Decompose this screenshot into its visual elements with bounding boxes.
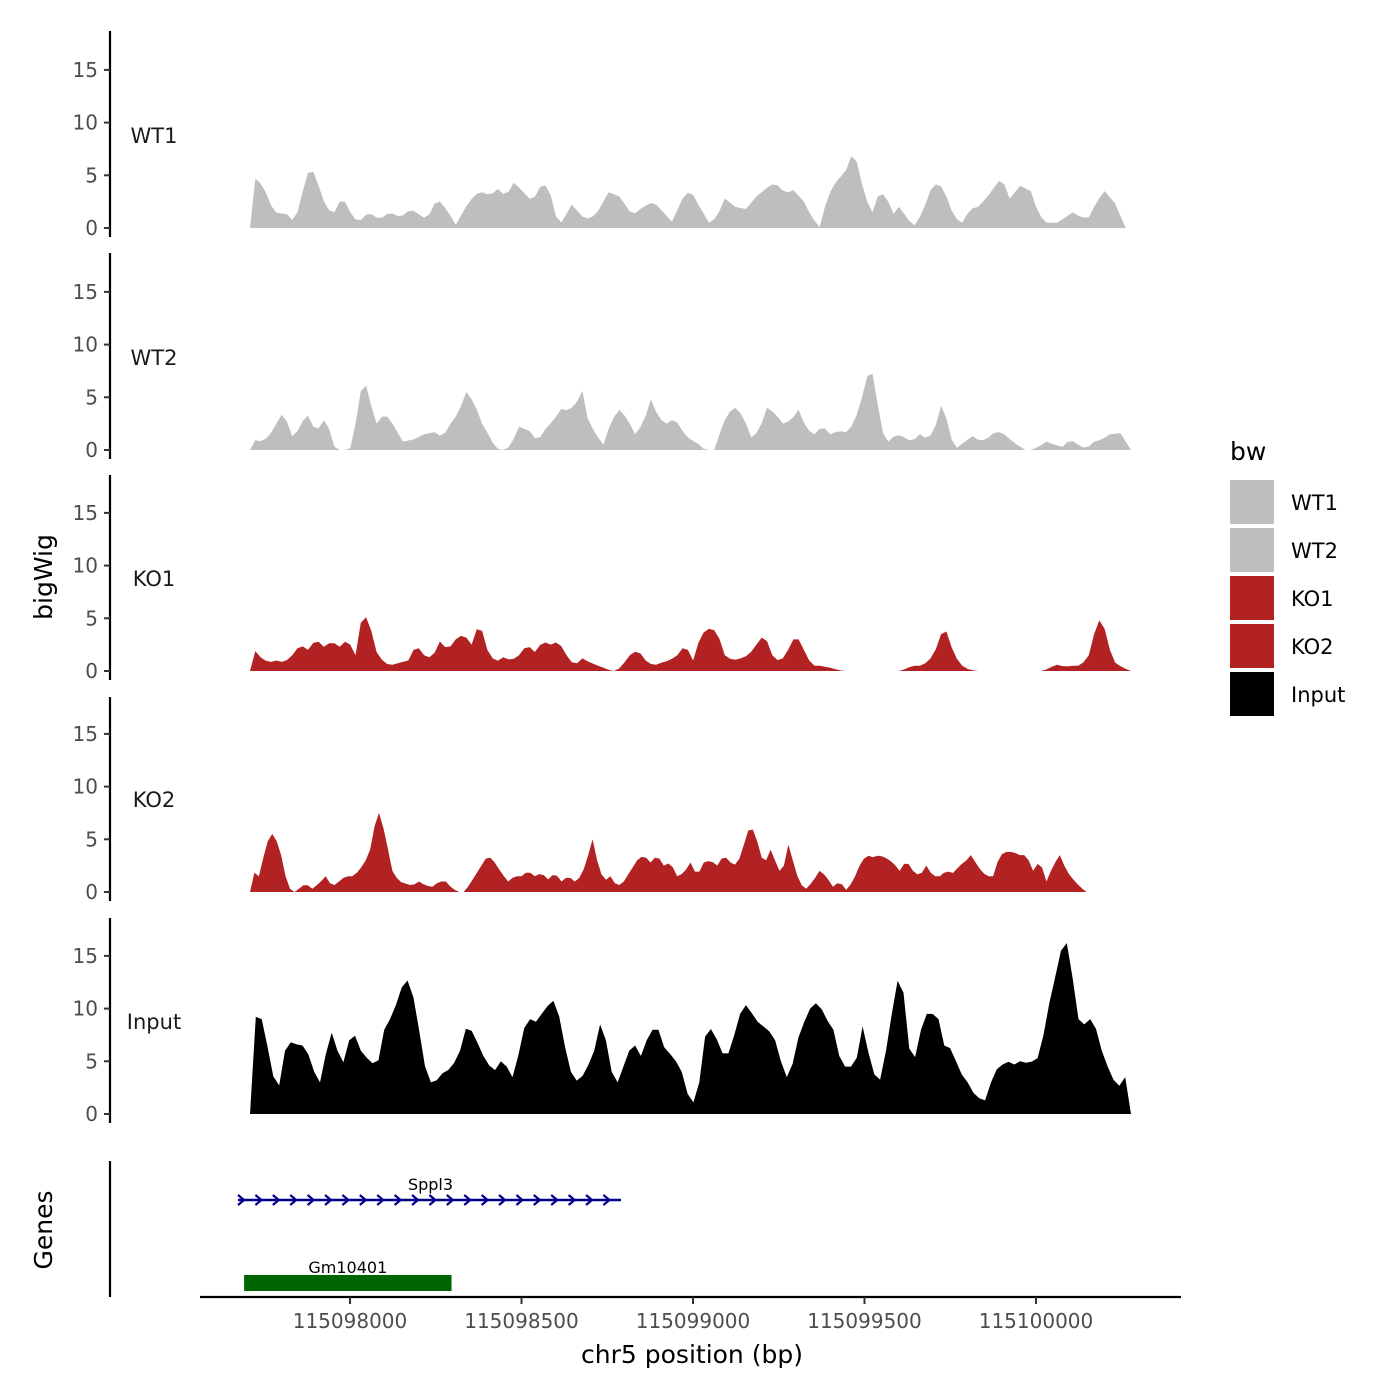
strand-arrow: [585, 1194, 594, 1206]
strand-arrow: [272, 1194, 281, 1206]
strand-arrow: [306, 1194, 316, 1206]
y-tick-label: 10: [73, 997, 98, 1021]
strand-arrow: [550, 1194, 559, 1206]
track-wt2: 0 5 10 15 WT2: [73, 253, 1131, 462]
y-tick-label: 10: [73, 111, 98, 135]
y-tick-label: 15: [73, 58, 98, 82]
strand-arrow: [376, 1194, 385, 1206]
y-tick-label: 15: [73, 280, 98, 304]
strand-arrow: [289, 1194, 298, 1206]
x-axis: 115098000 115098500 115099000 115099500 1151…: [200, 1295, 1181, 1333]
gene-body-gm10401: [244, 1275, 452, 1291]
x-tick-label: 115098000: [293, 1309, 408, 1333]
x-tick-label: 115099500: [807, 1309, 922, 1333]
y-tick-label: 5: [85, 385, 98, 409]
legend-label-wt1: WT1: [1291, 491, 1338, 515]
genes-axis-title: Genes: [29, 1190, 58, 1269]
track-label: Input: [127, 1010, 181, 1034]
y-tick-label: 15: [73, 944, 98, 968]
y-tick-label: 10: [73, 775, 98, 799]
strand-arrow: [428, 1194, 438, 1206]
track-wt1: 0 5 10 15 WT1: [73, 31, 1131, 240]
track-label: WT1: [131, 124, 178, 148]
gene-label-sppl3: Sppl3: [408, 1175, 453, 1194]
coverage-area-wt2: [250, 373, 1131, 450]
y-tick-label: 0: [85, 1102, 98, 1126]
legend-key-wt1: [1230, 480, 1274, 524]
y-tick-label: 0: [85, 438, 98, 462]
legend-label-wt2: WT2: [1291, 539, 1338, 563]
legend-title: bw: [1230, 437, 1266, 466]
strand-arrow: [533, 1194, 542, 1206]
strand-arrow: [359, 1194, 368, 1206]
y-tick-label: 0: [85, 659, 98, 683]
x-tick-label: 115100000: [979, 1309, 1094, 1333]
strand-arrow: [324, 1194, 333, 1206]
y-tick-label: 5: [85, 1049, 98, 1073]
track-ko2: 0 5 10 15 KO2: [73, 697, 1131, 904]
genes-panel: Sppl3 Gm10401: [108, 1161, 621, 1297]
x-axis-title: chr5 position (bp): [581, 1340, 803, 1369]
legend-label-input: Input: [1291, 683, 1345, 707]
strand-arrow: [254, 1194, 264, 1206]
coverage-area-ko2: [250, 812, 1131, 892]
strand-arrow: [446, 1194, 455, 1206]
strand-arrow: [341, 1194, 351, 1206]
strand-arrow: [237, 1194, 246, 1206]
y-tick-label: 15: [73, 722, 98, 746]
track-ko1: 0 5 10 15 KO1: [73, 475, 1131, 683]
track-input: 0 5 10 15 Input: [73, 918, 1131, 1126]
legend-key-input: [1230, 672, 1274, 716]
strand-arrow: [498, 1194, 507, 1206]
strand-arrow: [567, 1194, 577, 1206]
coverage-area-input: [250, 943, 1131, 1114]
y-tick-label: 5: [85, 827, 98, 851]
gene-label-gm10401: Gm10401: [308, 1258, 387, 1277]
legend-label-ko2: KO2: [1291, 635, 1334, 659]
legend: bw WT1 WT2 KO1 KO2 Input: [1230, 437, 1345, 716]
track-label: KO2: [133, 788, 176, 812]
y-tick-label: 0: [85, 880, 98, 904]
y-tick-label: 5: [85, 606, 98, 630]
strand-arrow: [463, 1194, 472, 1206]
y-tick-label: 5: [85, 163, 98, 187]
y-tick-label: 10: [73, 333, 98, 357]
tracks-layer: 0 5 10 15 WT1 0 5 10 15 WT2 0 5 10 15 KO1 0 5 10 15 KO2 0 5 10…: [73, 31, 1131, 1126]
strand-arrow: [393, 1194, 403, 1206]
y-tick-label: 10: [73, 554, 98, 578]
coverage-area-ko1: [250, 617, 1131, 671]
legend-key-ko2: [1230, 624, 1274, 668]
legend-key-wt2: [1230, 528, 1274, 572]
x-tick-label: 115099000: [636, 1309, 751, 1333]
y-axis-title: bigWig: [29, 534, 58, 620]
strand-arrow: [480, 1194, 490, 1206]
coverage-area-wt1: [250, 156, 1131, 228]
legend-key-ko1: [1230, 576, 1274, 620]
legend-label-ko1: KO1: [1291, 587, 1334, 611]
track-label: KO1: [133, 567, 176, 591]
y-tick-label: 0: [85, 216, 98, 240]
track-label: WT2: [131, 346, 178, 370]
y-tick-label: 15: [73, 501, 98, 525]
strand-arrow: [515, 1194, 525, 1206]
x-tick-label: 115098500: [464, 1309, 579, 1333]
strand-arrow: [602, 1194, 612, 1206]
strand-arrow: [411, 1194, 420, 1206]
